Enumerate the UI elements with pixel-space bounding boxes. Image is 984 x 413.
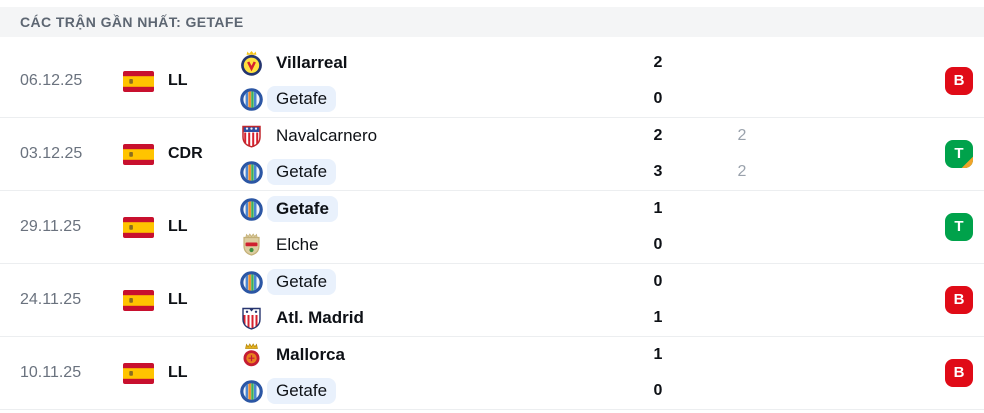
spain-flag-icon (123, 143, 155, 165)
competition-code: LL (168, 218, 188, 235)
secondary-score-column (724, 194, 760, 260)
team-name: Getafe (267, 196, 338, 222)
getafe-logo-icon (238, 86, 265, 113)
home-secondary-score (724, 48, 760, 78)
score-column: 2 0 (638, 48, 678, 114)
match-list: 06.12.25 LL Villarreal (0, 45, 984, 410)
widget-title: CÁC TRẬN GẦN NHẤT: GETAFE (0, 7, 984, 37)
home-secondary-score (724, 194, 760, 224)
result-column: B (945, 359, 973, 387)
match-date: 24.11.25 (20, 291, 82, 308)
navalcarnero-logo-icon (238, 123, 265, 150)
team-name: Getafe (267, 378, 337, 404)
result-badge: B (945, 286, 973, 314)
team-name: Atl. Madrid (276, 308, 364, 327)
home-score: 1 (653, 346, 663, 363)
home-score: 1 (653, 200, 663, 217)
away-secondary-score (724, 230, 760, 260)
match-date: 03.12.25 (20, 145, 83, 162)
result-column: T (945, 213, 973, 241)
away-score: 3 (653, 163, 663, 180)
atl-madrid-logo-icon (238, 305, 265, 332)
away-team: Getafe (238, 84, 638, 114)
score-column: 0 1 (638, 267, 678, 333)
match-row[interactable]: 06.12.25 LL Villarreal (0, 45, 984, 118)
elche-logo-icon (238, 232, 265, 259)
competition-code: LL (168, 72, 188, 89)
villarreal-logo-icon (238, 50, 265, 77)
secondary-score-column (724, 267, 760, 333)
result-column: B (945, 67, 973, 95)
match-row[interactable]: 29.11.25 LL Getafe (0, 191, 984, 264)
home-team: Mallorca (238, 340, 638, 370)
team-name: Getafe (267, 269, 337, 295)
home-score: 0 (653, 273, 663, 290)
score-column: 1 0 (638, 340, 678, 406)
away-secondary-score: 2 (737, 163, 747, 180)
team-name: Elche (276, 235, 319, 254)
away-score: 0 (653, 382, 663, 399)
team-name: Navalcarnero (276, 126, 378, 145)
teams-column: Getafe Atl. Madrid (238, 267, 638, 333)
away-team: Atl. Madrid (238, 303, 638, 333)
home-team: Villarreal (238, 48, 638, 78)
away-secondary-score (724, 84, 760, 114)
result-column: B (945, 286, 973, 314)
home-secondary-score (724, 340, 760, 370)
away-score: 1 (653, 309, 663, 326)
result-badge: T (945, 213, 973, 241)
teams-column: Mallorca Getafe (238, 340, 638, 406)
result-badge: B (945, 67, 973, 95)
secondary-score-column: 2 2 (724, 121, 760, 187)
team-name: Getafe (267, 86, 337, 112)
spain-flag-icon (123, 216, 155, 238)
result-badge: T (945, 140, 973, 168)
teams-column: Navalcarnero Getafe (238, 121, 638, 187)
match-row[interactable]: 03.12.25 CDR Navalcarnero (0, 118, 984, 191)
team-name: Getafe (267, 159, 337, 185)
match-date: 29.11.25 (20, 218, 82, 235)
spain-flag-icon (123, 289, 155, 311)
match-row[interactable]: 24.11.25 LL Getafe (0, 264, 984, 337)
home-secondary-score: 2 (737, 127, 747, 144)
match-date: 10.11.25 (20, 364, 82, 381)
competition-code: LL (168, 364, 188, 381)
away-score: 0 (653, 90, 663, 107)
secondary-score-column (724, 340, 760, 406)
home-score: 2 (653, 127, 663, 144)
team-name: Villarreal (276, 53, 348, 72)
result-column: T (945, 140, 973, 168)
away-secondary-score (724, 303, 760, 333)
getafe-logo-icon (238, 269, 265, 296)
home-team: Getafe (238, 194, 638, 224)
getafe-logo-icon (238, 196, 265, 223)
getafe-logo-icon (238, 378, 265, 405)
competition-code: LL (168, 291, 188, 308)
spain-flag-icon (123, 362, 155, 384)
match-row[interactable]: 10.11.25 LL Mallorca (0, 337, 984, 410)
away-team: Elche (238, 230, 638, 260)
getafe-logo-icon (238, 159, 265, 186)
secondary-score-column (724, 48, 760, 114)
score-column: 2 3 (638, 121, 678, 187)
away-secondary-score (724, 376, 760, 406)
home-score: 2 (653, 54, 663, 71)
spain-flag-icon (123, 70, 155, 92)
competition-code: CDR (168, 145, 203, 162)
away-team: Getafe (238, 376, 638, 406)
teams-column: Getafe Elche (238, 194, 638, 260)
teams-column: Villarreal Getafe (238, 48, 638, 114)
result-badge: B (945, 359, 973, 387)
home-team: Navalcarnero (238, 121, 638, 151)
home-secondary-score (724, 267, 760, 297)
match-date: 06.12.25 (20, 72, 83, 89)
home-team: Getafe (238, 267, 638, 297)
team-name: Mallorca (276, 345, 345, 364)
away-score: 0 (653, 236, 663, 253)
away-team: Getafe (238, 157, 638, 187)
score-column: 1 0 (638, 194, 678, 260)
mallorca-logo-icon (238, 342, 265, 369)
